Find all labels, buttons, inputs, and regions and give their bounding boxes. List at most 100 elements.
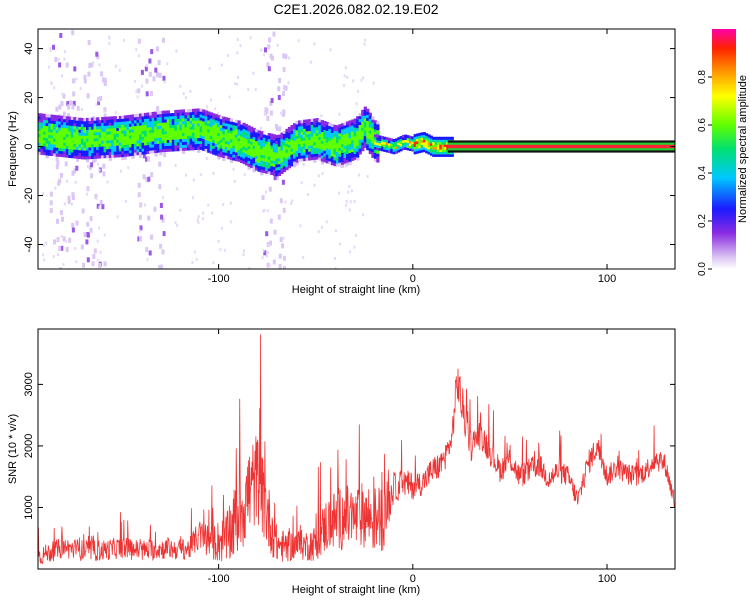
spectrogram-cell	[131, 126, 135, 130]
spectrogram-cell	[413, 136, 417, 140]
spectrogram-cell	[71, 170, 75, 176]
spectrogram-cell	[106, 140, 110, 144]
spectrogram-cell	[272, 146, 276, 150]
spectrogram-cell	[361, 115, 365, 119]
spectrogram-cell	[305, 122, 309, 126]
spectrogram-cell	[390, 140, 394, 144]
spectrogram-cell	[277, 152, 281, 156]
spectrogram-cell	[363, 141, 367, 146]
spectrogram-cell	[282, 139, 287, 143]
spectrogram-cell	[219, 118, 223, 123]
spectrogram-cell	[361, 118, 365, 122]
spectrogram-cell	[348, 184, 351, 188]
spectrogram-cell	[240, 142, 244, 146]
spectrogram-cell	[192, 114, 196, 118]
spectrogram-cell	[204, 148, 208, 152]
spectrogram-cell	[131, 135, 135, 139]
spectrogram-cell	[65, 62, 69, 68]
spectrogram-cell	[67, 104, 71, 110]
spectrogram-cell	[303, 143, 307, 147]
spectrogram-cell	[55, 124, 59, 128]
spectrogram-cell	[371, 148, 375, 152]
spectrogram-cell	[287, 81, 290, 85]
spectrogram-cell	[175, 223, 178, 227]
spectrogram-cell	[123, 118, 127, 122]
spectrogram-cell	[266, 262, 270, 268]
spectrogram-cell	[45, 131, 49, 135]
spectrogram-cell	[202, 130, 206, 134]
spectrogram-cell	[189, 114, 193, 118]
spectrogram-cell	[276, 43, 279, 47]
spectrogram-cell	[131, 132, 135, 136]
spectrogram-cell	[240, 153, 244, 158]
spectrogram-cell	[290, 202, 293, 205]
spectrogram-cell	[70, 143, 74, 147]
spectrogram-cell	[320, 128, 324, 133]
spectrogram-cell	[418, 135, 422, 139]
spectrogram-cell	[303, 125, 307, 129]
spectrogram-cell	[131, 114, 135, 118]
spectrogram-cell	[450, 153, 454, 157]
spectrogram-cell	[108, 134, 112, 138]
spectrogram-cell	[232, 128, 236, 132]
spectrogram-cell	[262, 167, 266, 171]
spectrogram-cell	[207, 146, 211, 150]
spectrogram-cell	[113, 119, 117, 123]
spectrogram-cell	[95, 196, 98, 200]
spectrogram-cell	[63, 121, 67, 126]
spectrogram-cell	[214, 131, 218, 136]
spectrogram-cell	[106, 149, 110, 153]
spectrogram-cell	[439, 149, 443, 152]
colorbar-label: Normalized spectral amplitude	[737, 75, 749, 223]
spectrogram-cell	[179, 139, 183, 143]
spectrogram-cell	[368, 139, 372, 143]
spectrogram-cell	[123, 138, 127, 143]
spectrogram-cell	[287, 132, 292, 136]
spectrogram-cell	[141, 130, 145, 134]
spectrogram-cell	[277, 161, 281, 165]
spectrogram-cell	[111, 142, 115, 146]
spectrogram-cell	[133, 114, 138, 118]
spectrogram-cell	[96, 149, 100, 153]
spectrogram-cell	[247, 166, 251, 170]
spectrogram-cell	[121, 142, 125, 146]
spectrogram-cell	[53, 138, 57, 142]
spectrogram-cell	[88, 126, 92, 130]
spectrogram-cell	[161, 249, 165, 255]
spectrogram-cell	[262, 158, 266, 162]
spectrogram-cell	[53, 141, 57, 145]
spectrogram-cell	[333, 133, 337, 137]
spectrogram-cell	[284, 200, 287, 204]
spectrogram-cell	[164, 131, 168, 135]
spectrogram-cell	[60, 127, 64, 131]
spectrogram-cell	[300, 123, 304, 127]
spectrogram-cell	[267, 133, 271, 137]
spectrogram-cell	[154, 117, 158, 121]
spectrogram-cell	[381, 143, 384, 147]
spectrogram-cell	[98, 134, 102, 138]
spectrogram-cell	[232, 122, 236, 126]
spectrogram-cell	[330, 135, 335, 139]
spectrogram-cell	[418, 132, 422, 136]
spectrogram-cell	[176, 187, 179, 191]
spectrogram-cell	[156, 114, 160, 118]
spectrogram-cell	[356, 136, 360, 140]
spectrogram-cell	[151, 126, 155, 130]
spectrogram-cell	[383, 148, 387, 152]
spectrogram-cell	[38, 142, 42, 146]
spectrogram-cells	[38, 30, 675, 269]
spectrogram-cell	[366, 108, 370, 112]
spectrogram-cell	[211, 211, 214, 215]
spectrogram-cell	[313, 124, 317, 128]
spectrogram-cell	[287, 162, 292, 166]
spectrogram-cell	[313, 136, 317, 140]
spectrogram-cell	[194, 108, 198, 112]
spectrogram-cell	[282, 157, 287, 161]
spectrogram-cell	[222, 134, 226, 138]
spectrogram-cell	[116, 215, 119, 219]
spectrogram-cell	[318, 122, 322, 126]
spectrogram-cell	[49, 191, 53, 197]
spectrogram-cell	[338, 162, 342, 166]
spectrogram-cell	[448, 151, 452, 155]
spectrogram-cell	[295, 159, 299, 163]
